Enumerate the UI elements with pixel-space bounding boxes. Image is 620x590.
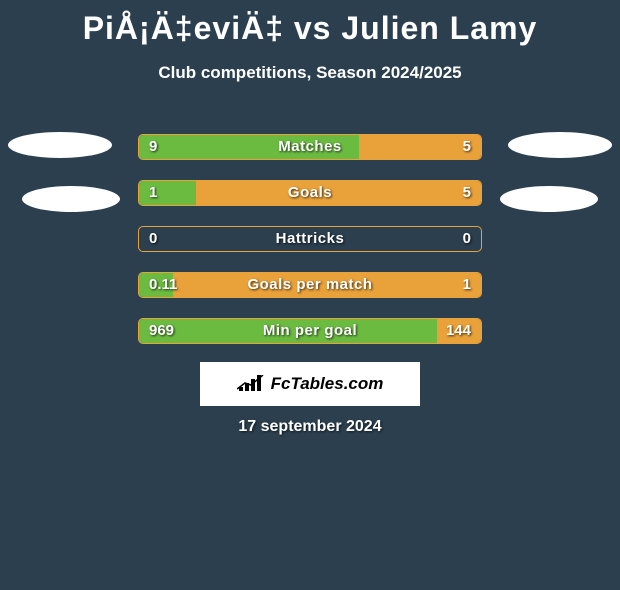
bar-label: Matches <box>139 138 481 155</box>
comparison-bars: 95Matches 15Goals 00Hattricks 0.111Goals pe… <box>138 134 482 364</box>
stat-bar: 969144Min per goal <box>138 318 482 344</box>
bar-label: Goals <box>139 184 481 201</box>
ellipse-top-right <box>508 132 612 158</box>
page-title: PiÅ¡Ä‡eviÄ‡ vs Julien Lamy <box>0 10 620 47</box>
chart-icon <box>237 375 265 393</box>
bar-label: Goals per match <box>139 276 481 293</box>
stat-bar: 95Matches <box>138 134 482 160</box>
logo-text: FcTables.com <box>271 374 384 394</box>
date-text: 17 september 2024 <box>0 418 620 436</box>
page-subtitle: Club competitions, Season 2024/2025 <box>0 63 620 83</box>
ellipse-bottom-left <box>22 186 120 212</box>
bar-label: Hattricks <box>139 230 481 247</box>
stat-bar: 0.111Goals per match <box>138 272 482 298</box>
ellipse-top-left <box>8 132 112 158</box>
ellipse-bottom-right <box>500 186 598 212</box>
stat-bar: 15Goals <box>138 180 482 206</box>
bar-label: Min per goal <box>139 322 481 339</box>
logo-box: FcTables.com <box>200 362 420 406</box>
stat-bar: 00Hattricks <box>138 226 482 252</box>
